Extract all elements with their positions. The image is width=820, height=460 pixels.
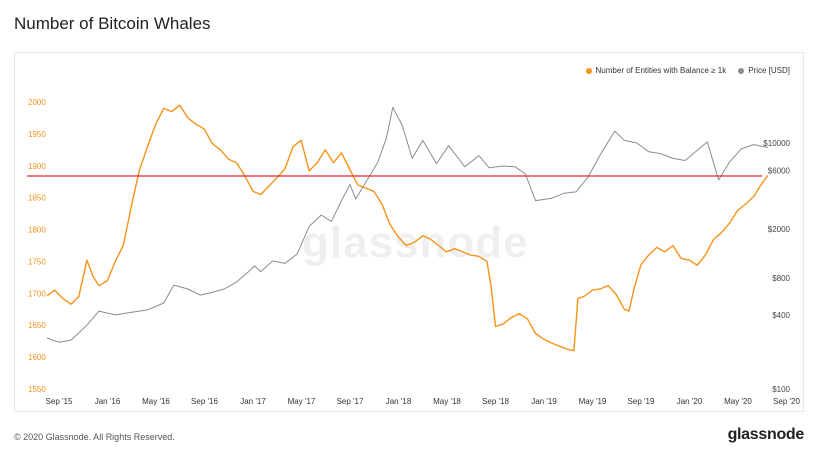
- y-right-tick-label: $10000: [763, 139, 790, 148]
- x-tick-label: Jan '19: [531, 397, 557, 406]
- y-left-tick-label: 1900: [28, 162, 46, 171]
- y-left-tick-label: 1550: [28, 385, 46, 394]
- series-line-price: [46, 106, 769, 343]
- x-tick-label: Sep '15: [46, 397, 73, 406]
- legend-label-price: Price [USD]: [748, 66, 790, 75]
- y-left-tick-label: 1750: [28, 257, 46, 266]
- glassnode-logo: glassnode: [727, 426, 805, 443]
- y-right-tick-label: $100: [772, 385, 790, 394]
- x-tick-label: May '19: [579, 397, 607, 406]
- y-right-tick-label: $6000: [768, 166, 791, 175]
- x-tick-label: May '16: [142, 397, 170, 406]
- chart-frame: [14, 52, 804, 412]
- legend-item-entities[interactable]: Number of Entities with Balance ≥ 1k: [585, 66, 727, 75]
- series-line-entities: [46, 104, 769, 352]
- y-left-tick-label: 1700: [28, 289, 46, 298]
- x-tick-label: Sep '18: [482, 397, 509, 406]
- legend-item-price[interactable]: Price [USD]: [738, 66, 790, 75]
- x-tick-label: May '20: [724, 397, 752, 406]
- page-title: Number of Bitcoin Whales: [14, 14, 211, 33]
- y-left-tick-label: 1850: [28, 194, 46, 203]
- legend-dot-price: [738, 67, 745, 74]
- x-tick-label: Sep '17: [337, 397, 364, 406]
- x-tick-label: May '17: [288, 397, 316, 406]
- x-tick-label: Jan '18: [386, 397, 412, 406]
- x-tick-label: Jan '17: [240, 397, 266, 406]
- y-right-tick-label: $800: [772, 274, 790, 283]
- legend-label-entities: Number of Entities with Balance ≥ 1k: [595, 66, 727, 75]
- y-right-tick-label: $400: [772, 311, 790, 320]
- x-tick-label: Sep '20: [773, 397, 800, 406]
- y-left-tick-label: 1600: [28, 353, 46, 362]
- y-left-tick-label: 1950: [28, 130, 46, 139]
- y-right-tick-label: $2000: [768, 225, 791, 234]
- chart-legend: Number of Entities with Balance ≥ 1k Pri…: [585, 66, 790, 75]
- y-left-tick-label: 2000: [28, 98, 46, 107]
- y-left-tick-label: 1650: [28, 321, 46, 330]
- x-tick-label: Sep '19: [628, 397, 655, 406]
- copyright-text: © 2020 Glassnode. All Rights Reserved.: [14, 432, 175, 442]
- x-tick-label: May '18: [433, 397, 461, 406]
- x-tick-label: Sep '16: [191, 397, 218, 406]
- y-left-tick-label: 1800: [28, 226, 46, 235]
- legend-dot-entities: [585, 67, 592, 74]
- x-tick-label: Jan '16: [95, 397, 121, 406]
- x-tick-label: Jan '20: [677, 397, 703, 406]
